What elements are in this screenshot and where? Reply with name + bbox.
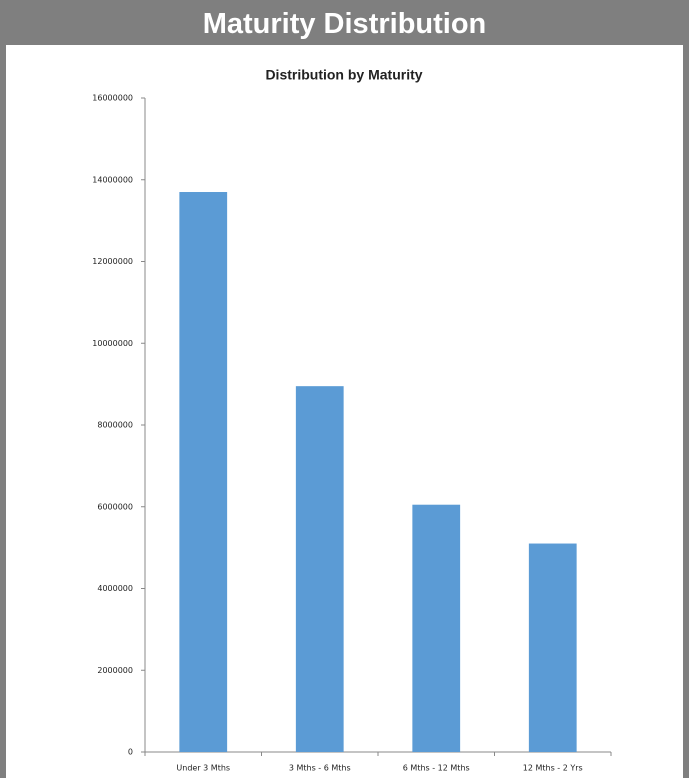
header-title: Maturity Distribution: [202, 8, 487, 40]
y-tick-label: 0: [128, 748, 133, 757]
y-tick-label: 14000000: [92, 175, 133, 184]
y-tick-label: 4000000: [97, 584, 133, 593]
bar: [179, 192, 228, 752]
y-tick-label: 12000000: [92, 257, 133, 266]
y-tick-label: 6000000: [97, 502, 133, 511]
bar: [295, 386, 344, 752]
x-tick-label: 12 Mths - 2 Yrs: [523, 764, 583, 773]
bar: [528, 543, 577, 752]
bar: [412, 504, 461, 752]
y-tick-label: 8000000: [97, 421, 133, 430]
chart-title: Distribution by Maturity: [265, 67, 422, 83]
x-tick-label: 3 Mths - 6 Mths: [289, 764, 351, 773]
x-tick-label: Under 3 Mths: [176, 764, 230, 773]
y-tick-label: 10000000: [92, 339, 133, 348]
y-tick-label: 2000000: [97, 666, 133, 675]
y-tick-label: 16000000: [92, 94, 133, 103]
x-tick-label: 6 Mths - 12 Mths: [403, 764, 470, 773]
